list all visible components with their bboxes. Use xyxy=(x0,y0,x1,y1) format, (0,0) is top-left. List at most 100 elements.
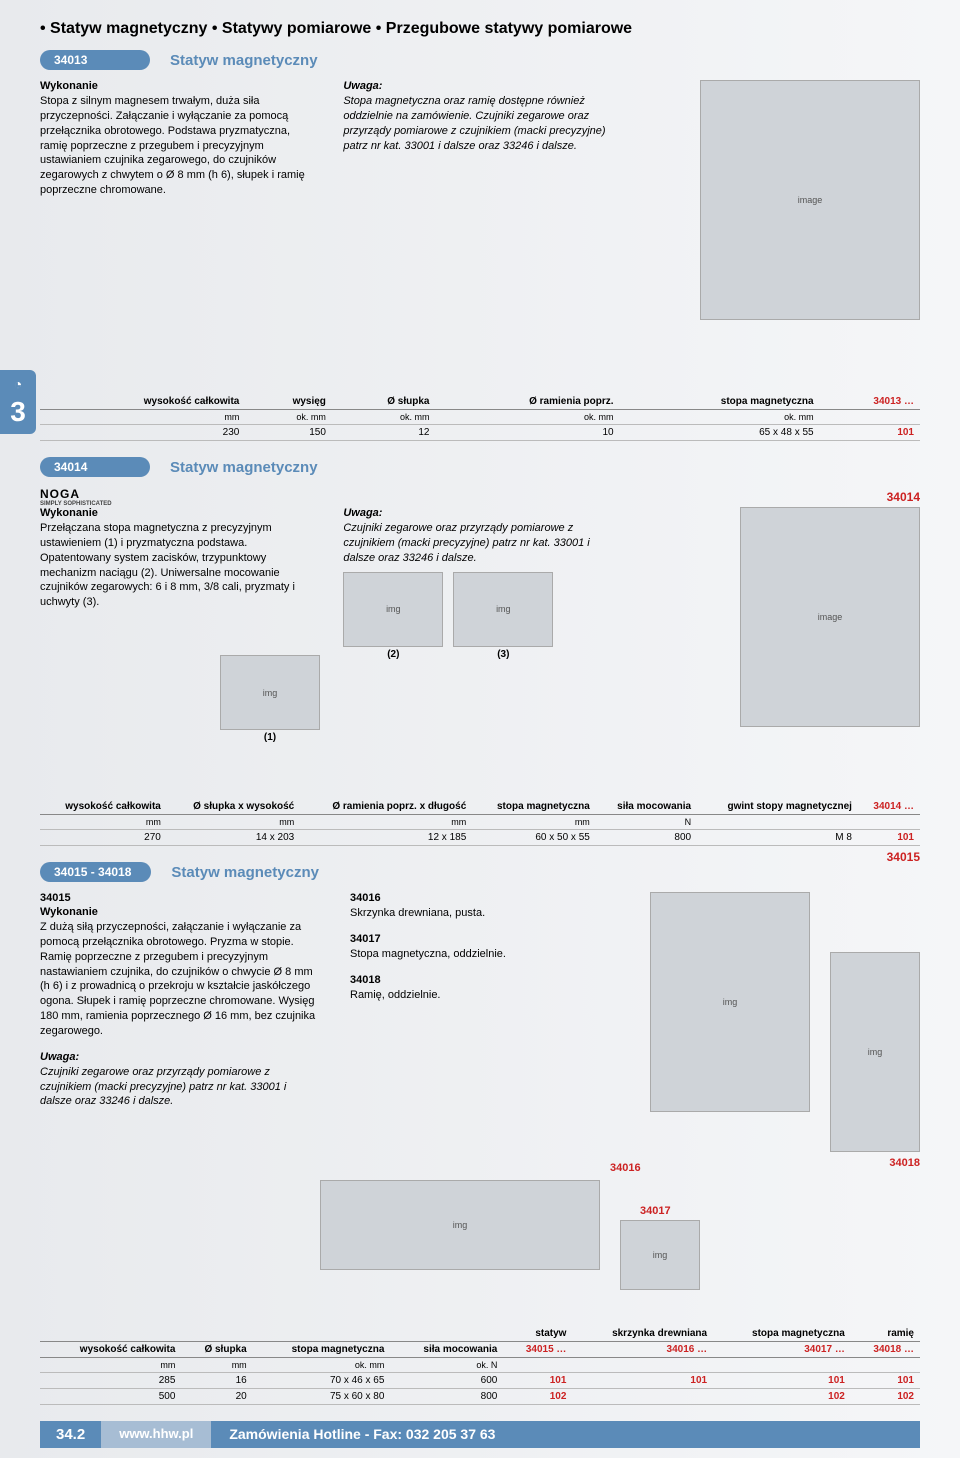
unit xyxy=(697,815,858,830)
th xyxy=(40,1326,181,1342)
chapter-tab: ◔ 3 xyxy=(0,370,36,434)
gauge-icon: ◔ xyxy=(14,376,22,392)
cell: 10 xyxy=(435,425,619,441)
unit: mm xyxy=(472,815,596,830)
text-wykonanie: Przełączana stopa magnetyczna z precyzyj… xyxy=(40,521,313,610)
th: Ø ramienia poprz. x długość xyxy=(300,799,472,815)
th-code: 34017 … xyxy=(713,1342,851,1358)
label-34017: 34017 xyxy=(640,1205,671,1217)
brand-name: NOGA xyxy=(40,487,80,501)
heading-uwaga: Uwaga: xyxy=(343,80,616,92)
unit xyxy=(851,1358,920,1373)
th-code: 34016 … xyxy=(572,1342,713,1358)
cell: 14 x 203 xyxy=(167,830,300,846)
th: ramię xyxy=(851,1326,920,1342)
section-header: 34015 - 34018 Statyw magnetyczny xyxy=(40,862,920,882)
spec-table-34015: statyw skrzynka drewniana stopa magnetyc… xyxy=(40,1326,920,1405)
cell: 285 xyxy=(40,1373,181,1389)
th: siła mocowania xyxy=(390,1342,503,1358)
caption-1: (1) xyxy=(220,732,320,743)
cell: 150 xyxy=(245,425,332,441)
footer-url: www.hhw.pl xyxy=(101,1421,211,1448)
cell: 60 x 50 x 55 xyxy=(472,830,596,846)
th: Ø słupka xyxy=(332,394,436,410)
page-number: 34.2 xyxy=(40,1421,101,1448)
heading-uwaga: Uwaga: xyxy=(40,1051,320,1063)
th: wysokość całkowita xyxy=(40,1342,181,1358)
brand-logo: NOGA SIMPLY SOPHISTICATED xyxy=(40,487,920,507)
unit xyxy=(858,815,920,830)
cell: 270 xyxy=(40,830,167,846)
page-title: • Statyw magnetyczny • Statywy pomiarowe… xyxy=(40,20,920,38)
cell: 65 x 48 x 55 xyxy=(620,425,820,441)
th xyxy=(181,1326,252,1342)
section-title: Statyw magnetyczny xyxy=(170,459,318,476)
th: gwint stopy magnetycznej xyxy=(697,799,858,815)
text-34016: Skrzynka drewniana, pusta. xyxy=(350,906,550,921)
product-image-34016: img xyxy=(320,1180,600,1270)
th-code: 34013 … xyxy=(820,394,920,410)
cell: 12 x 185 xyxy=(300,830,472,846)
section-title: Statyw magnetyczny xyxy=(170,52,318,69)
heading-wykonanie: Wykonanie xyxy=(40,80,313,92)
th-code: 34015 … xyxy=(503,1342,572,1358)
th-code: 34014 … xyxy=(858,799,920,815)
th: wysięg xyxy=(245,394,332,410)
text-uwaga: Czujniki zegarowe oraz przyrządy pomiaro… xyxy=(40,1065,320,1110)
cell-code xyxy=(572,1389,713,1405)
th: Ø słupka xyxy=(181,1342,252,1358)
cell: 20 xyxy=(181,1389,252,1405)
section-header: 34014 Statyw magnetyczny xyxy=(40,457,920,477)
unit: mm xyxy=(181,1358,252,1373)
th: stopa magnetyczna xyxy=(472,799,596,815)
product-code: 34014 xyxy=(887,490,920,504)
unit: ok. N xyxy=(390,1358,503,1373)
th xyxy=(390,1326,503,1342)
cell-code: 101 xyxy=(713,1373,851,1389)
cell: 800 xyxy=(390,1389,503,1405)
heading-uwaga: Uwaga: xyxy=(343,507,616,519)
text-34018: Ramię, oddzielnie. xyxy=(350,988,550,1003)
text-wykonanie: Stopa z silnym magnesem trwałym, duża si… xyxy=(40,94,313,198)
unit xyxy=(820,410,920,425)
unit: ok. mm xyxy=(435,410,619,425)
cell: 16 xyxy=(181,1373,252,1389)
section-code: 34014 xyxy=(40,457,150,477)
heading-34015: 34015 xyxy=(40,892,320,904)
product-code: 34015 xyxy=(887,850,920,864)
th: stopa magnetyczna xyxy=(253,1342,391,1358)
cell-code: 101 xyxy=(851,1373,920,1389)
th: stopa magnetyczna xyxy=(713,1326,851,1342)
unit: N xyxy=(596,815,697,830)
unit: ok. mm xyxy=(332,410,436,425)
cell: 230 xyxy=(40,425,245,441)
th: skrzynka drewniana xyxy=(572,1326,713,1342)
unit xyxy=(713,1358,851,1373)
th: siła mocowania xyxy=(596,799,697,815)
cell: 800 xyxy=(596,830,697,846)
detail-image-2: img xyxy=(343,572,443,647)
heading-wykonanie: Wykonanie xyxy=(40,507,313,519)
section-header: 34013 Statyw magnetyczny xyxy=(40,50,920,70)
heading-34016: 34016 xyxy=(350,892,550,904)
unit: ok. mm xyxy=(245,410,332,425)
unit: mm xyxy=(40,1358,181,1373)
heading-wykonanie: Wykonanie xyxy=(40,906,320,918)
caption-3: (3) xyxy=(453,649,553,660)
text-uwaga: Stopa magnetyczna oraz ramię dostępne ró… xyxy=(343,94,616,153)
text-wykonanie: Z dużą siłą przyczepności, załączanie i … xyxy=(40,920,320,1039)
th: Ø ramienia poprz. xyxy=(435,394,619,410)
cell-code: 102 xyxy=(713,1389,851,1405)
unit: ok. mm xyxy=(620,410,820,425)
section-code: 34015 - 34018 xyxy=(40,862,151,882)
unit xyxy=(503,1358,572,1373)
heading-34017: 34017 xyxy=(350,933,550,945)
cell: 600 xyxy=(390,1373,503,1389)
text-uwaga: Czujniki zegarowe oraz przyrządy pomiaro… xyxy=(343,521,616,566)
product-image-34017: img xyxy=(620,1220,700,1290)
chapter-number: 3 xyxy=(10,396,26,428)
cell: 70 x 46 x 65 xyxy=(253,1373,391,1389)
cell: 500 xyxy=(40,1389,181,1405)
unit: mm xyxy=(167,815,300,830)
product-image-34015: img xyxy=(650,892,810,1112)
